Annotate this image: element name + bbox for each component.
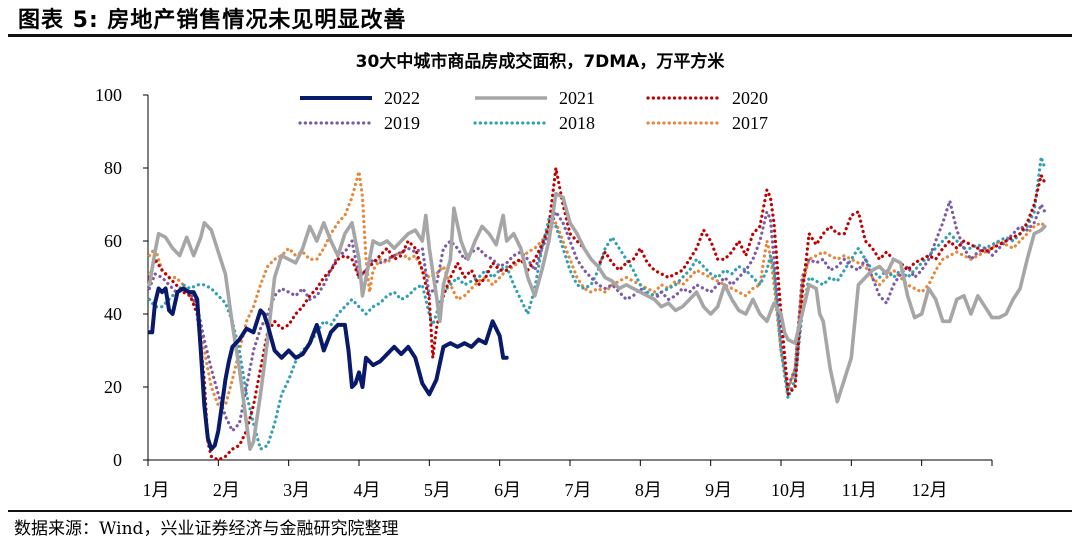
x-tick-label: 1月 [143, 480, 170, 500]
x-tick-label: 5月 [424, 480, 451, 500]
x-tick-label: 4月 [354, 480, 381, 500]
series-line-2020 [147, 166, 1047, 462]
legend: 2022 2021 2020 2019 2018 2017 [298, 88, 768, 133]
y-tick-label: 80 [104, 158, 122, 178]
x-tick-label: 9月 [705, 480, 732, 500]
series-line-2017 [147, 170, 1047, 407]
legend-label-2021: 2021 [559, 88, 595, 108]
x-tick-label: 3月 [283, 480, 310, 500]
x-tick-label: 12月 [912, 480, 948, 500]
legend-label-2020: 2020 [732, 88, 768, 108]
x-tick-label: 8月 [635, 480, 662, 500]
y-tick-label: 0 [113, 450, 122, 470]
legend-label-2018: 2018 [559, 113, 595, 133]
y-tick-label: 40 [104, 304, 122, 324]
y-tick-label: 20 [104, 377, 122, 397]
figure-header: 图表 5: 房地产销售情况未见明显改善 [0, 0, 1080, 34]
top-rule [8, 34, 1072, 37]
bottom-rule [8, 510, 1072, 512]
figure-title: 图表 5: 房地产销售情况未见明显改善 [18, 8, 407, 33]
legend-label-2017: 2017 [732, 113, 768, 133]
x-tick-label: 6月 [494, 480, 521, 500]
axes: 0 20 40 60 80 100 1月 2月 3月 4月 5月 6月 7月 8月 9月 10月 11月 12月 [95, 85, 993, 500]
x-tick-label: 2月 [213, 480, 240, 500]
legend-label-2019: 2019 [384, 113, 420, 133]
series-line-2021 [147, 191, 1047, 451]
source-note: 数据来源：Wind，兴业证券经济与金融研究院整理 [14, 519, 399, 539]
y-tick-label: 60 [104, 231, 122, 251]
series-lines [147, 155, 1047, 462]
x-tick-label: 10月 [771, 480, 807, 500]
y-tick-label: 100 [95, 85, 122, 105]
series-line-2022 [147, 286, 509, 452]
x-tick-label: 11月 [842, 480, 877, 500]
legend-label-2022: 2022 [384, 88, 420, 108]
x-tick-label: 7月 [565, 480, 592, 500]
chart-title: 30大中城市商品房成交面积，7DMA，万平方米 [356, 51, 726, 72]
series-line-2019 [147, 199, 1047, 433]
